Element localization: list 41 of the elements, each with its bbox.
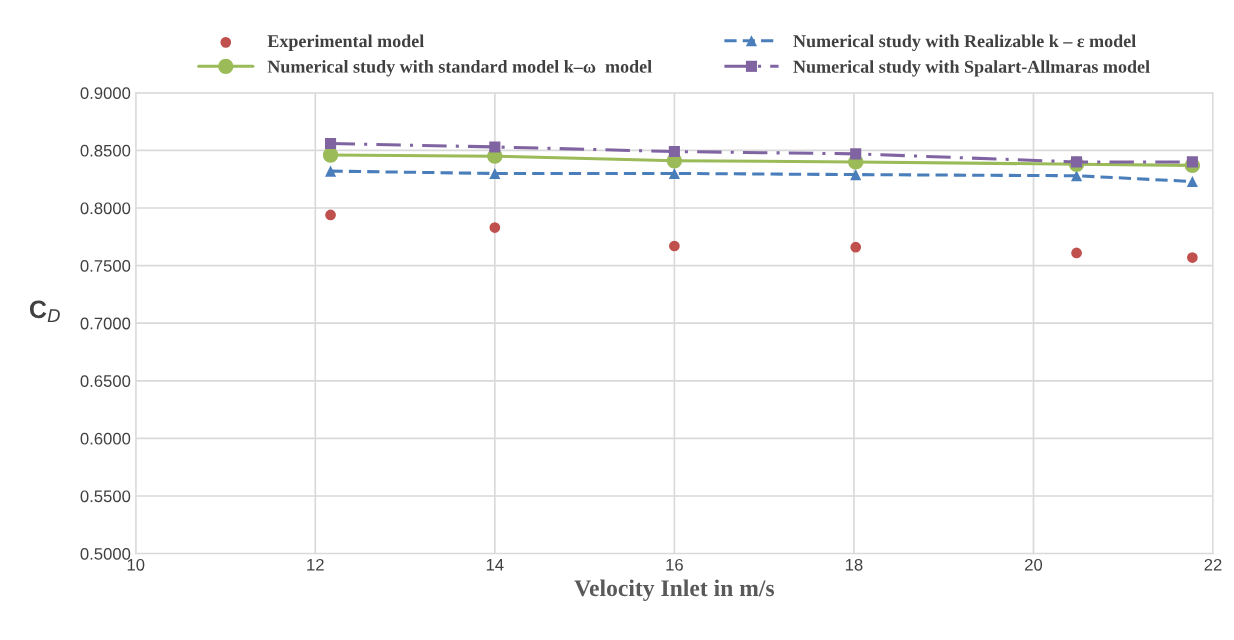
x-tick-label: 20 bbox=[1025, 558, 1043, 571]
y-axis-title: C$_{D}$ bbox=[29, 300, 60, 323]
point bbox=[850, 169, 862, 181]
point bbox=[850, 148, 862, 160]
point bbox=[668, 146, 680, 158]
y-tick-label: 0.8500 bbox=[80, 144, 131, 157]
point bbox=[324, 137, 337, 150]
x-tick-label: 16 bbox=[666, 558, 683, 571]
x-tick-label: 22 bbox=[1204, 558, 1222, 571]
point bbox=[489, 141, 501, 153]
y-tick-label: 0.5000 bbox=[80, 548, 131, 560]
y-tick-label: 0.5500 bbox=[80, 490, 131, 503]
x-tick-label: 12 bbox=[307, 558, 324, 571]
legend-label: Numerical study with standard model k–ω model bbox=[267, 60, 652, 77]
y-tick-label: 0.6500 bbox=[80, 375, 131, 387]
y-tick-label: 0.7500 bbox=[80, 260, 131, 272]
point bbox=[325, 209, 336, 221]
y-tick-label: 0.9000 bbox=[80, 87, 131, 99]
x-tick-label: 14 bbox=[486, 559, 504, 571]
point bbox=[1187, 252, 1198, 263]
legend-label: Numerical study with Spalart-Allmaras model bbox=[793, 60, 1150, 77]
point bbox=[1071, 247, 1082, 259]
point bbox=[669, 240, 680, 252]
point bbox=[489, 222, 501, 233]
point bbox=[322, 147, 339, 163]
x-tick-label: 10 bbox=[127, 558, 145, 571]
y-tick-label: 0.6000 bbox=[80, 432, 131, 445]
y-tick-label: 0.8000 bbox=[80, 202, 131, 215]
x-axis-title: Velocity Inlet in m/s bbox=[574, 579, 775, 602]
point bbox=[668, 167, 680, 179]
point bbox=[1071, 170, 1083, 182]
point bbox=[1071, 156, 1083, 168]
point bbox=[1186, 175, 1198, 188]
legend-label: Numerical study with Realizable k – ε model bbox=[793, 34, 1136, 51]
y-tick-label: 0.7000 bbox=[80, 317, 131, 330]
point bbox=[489, 167, 501, 179]
point bbox=[850, 241, 862, 253]
point bbox=[324, 165, 337, 177]
point bbox=[1186, 156, 1198, 168]
legend-label: Experimental model bbox=[267, 34, 424, 51]
x-tick-label: 18 bbox=[845, 558, 863, 571]
